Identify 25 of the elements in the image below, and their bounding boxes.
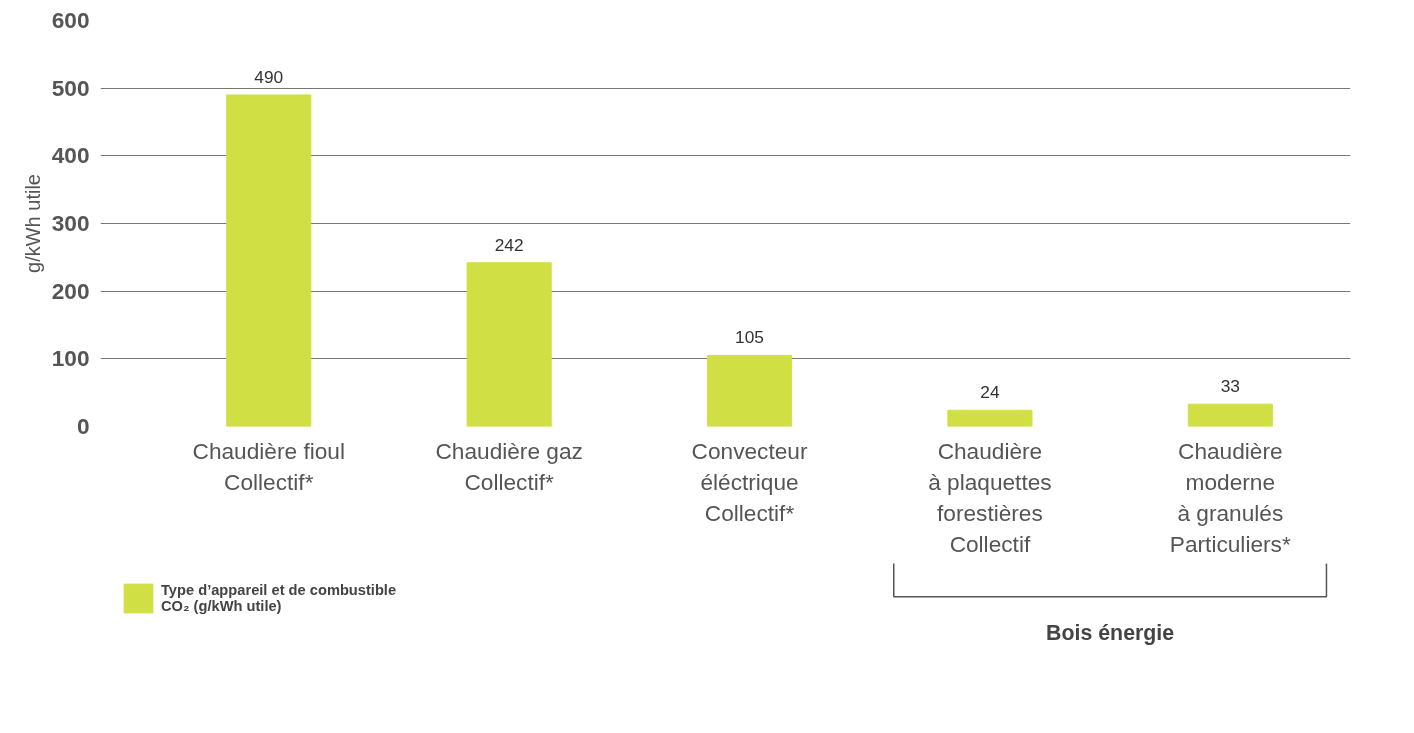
x-tick-label: Convecteur éléctrique Collectif*	[691, 437, 808, 526]
y-tick-label: 500	[51, 74, 90, 101]
x-tick-label: Chaudière fioul Collectif*	[192, 437, 345, 495]
data-label: 24	[980, 382, 1000, 403]
x-tick-label: Chaudière à plaquettes forestières Collectif	[928, 437, 1052, 558]
y-tick-label: 600	[51, 7, 90, 33]
y-tick-label: 300	[51, 210, 90, 236]
bar	[947, 409, 1033, 427]
data-label: 33	[1220, 376, 1240, 397]
bar	[226, 94, 312, 427]
y-tick-label: 100	[51, 345, 90, 372]
x-tick-label: Chaudière gaz Collectif*	[435, 437, 583, 495]
y-tick-label: 200	[51, 277, 90, 304]
bar	[1187, 403, 1273, 427]
text: Bois énergie	[1046, 621, 1175, 645]
data-label: 242	[494, 234, 524, 255]
data-label: 490	[254, 66, 284, 87]
bar	[706, 354, 793, 427]
x-tick-label: Chaudière moderne à granulés Particuliers*	[1169, 437, 1291, 558]
y-axis-title: g/kWh utile	[21, 174, 44, 273]
bar	[466, 262, 552, 427]
data-label: 105	[735, 327, 764, 348]
y-tick-label: 0	[76, 413, 90, 439]
legend-label: Type d’appareil et de combustible CO₂ (g/kWh utile)	[161, 582, 397, 614]
y-tick-label: 400	[51, 142, 90, 169]
